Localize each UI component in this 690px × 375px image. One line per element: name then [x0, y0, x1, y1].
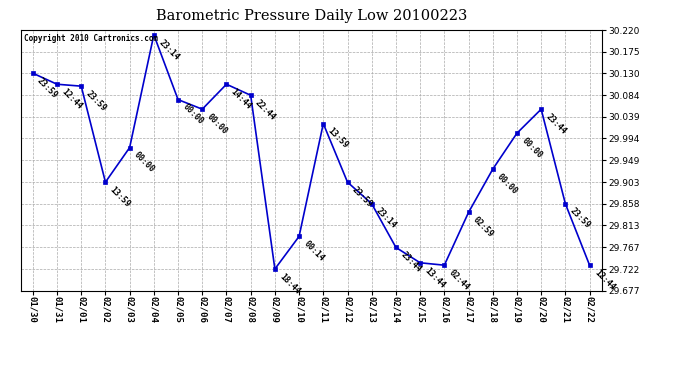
Text: 02:59: 02:59 [471, 215, 495, 239]
Text: Copyright 2010 Cartronics.com: Copyright 2010 Cartronics.com [23, 34, 158, 43]
Text: 23:59: 23:59 [568, 207, 592, 231]
Text: 13:59: 13:59 [326, 126, 350, 150]
Text: 00:00: 00:00 [132, 150, 157, 174]
Text: 23:44: 23:44 [544, 112, 568, 136]
Text: 00:00: 00:00 [205, 112, 229, 136]
Text: 22:44: 22:44 [253, 98, 277, 122]
Text: 00:00: 00:00 [520, 136, 544, 160]
Text: 14:44: 14:44 [229, 87, 253, 111]
Text: 12:44: 12:44 [592, 268, 616, 292]
Text: 23:59: 23:59 [36, 76, 59, 100]
Text: 18:44: 18:44 [277, 272, 302, 296]
Text: 23:59: 23:59 [351, 185, 374, 209]
Text: 00:14: 00:14 [302, 239, 326, 263]
Text: 23:44: 23:44 [399, 250, 423, 274]
Text: 02:44: 02:44 [447, 268, 471, 292]
Text: 23:59: 23:59 [84, 89, 108, 113]
Text: Barometric Pressure Daily Low 20100223: Barometric Pressure Daily Low 20100223 [155, 9, 467, 23]
Text: 13:59: 13:59 [108, 185, 132, 209]
Text: 00:00: 00:00 [495, 172, 520, 196]
Text: 13:44: 13:44 [423, 266, 447, 290]
Text: 23:14: 23:14 [375, 207, 399, 231]
Text: 12:44: 12:44 [60, 87, 83, 111]
Text: 23:14: 23:14 [157, 38, 181, 62]
Text: 00:00: 00:00 [181, 102, 205, 126]
